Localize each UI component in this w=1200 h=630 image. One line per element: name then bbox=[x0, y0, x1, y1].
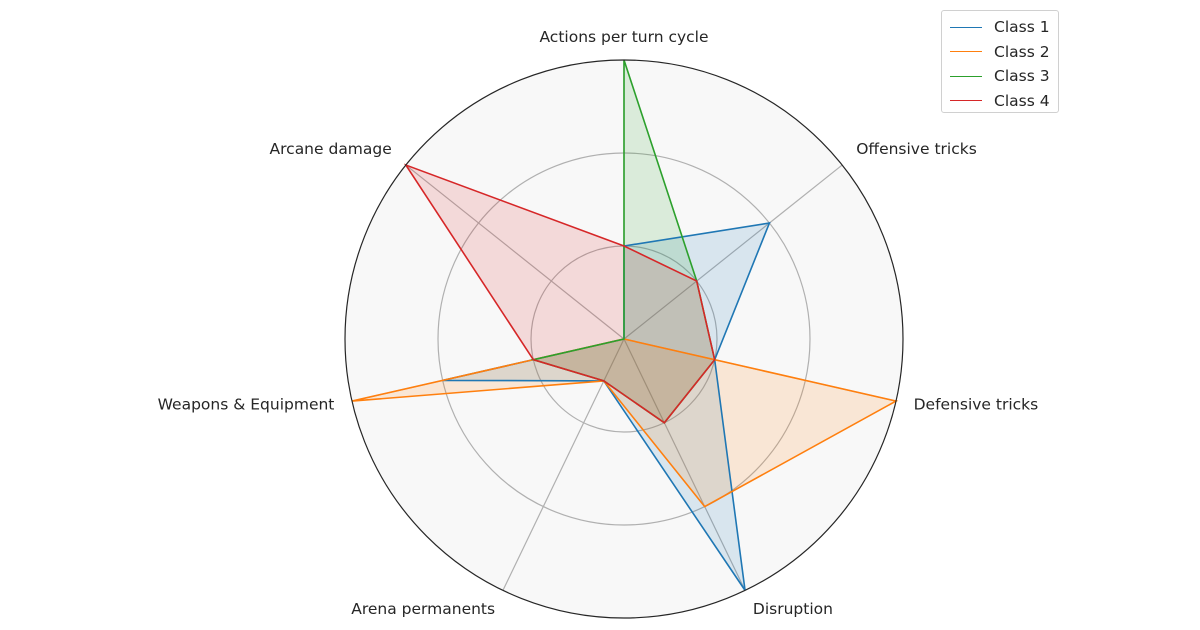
legend-label: Class 2 bbox=[994, 42, 1050, 61]
series-line-4 bbox=[403, 163, 716, 424]
legend: Class 1 Class 2 Class 3 Class 4 bbox=[941, 10, 1059, 113]
legend-swatch bbox=[950, 75, 982, 77]
legend-swatch bbox=[950, 100, 982, 102]
legend-label: Class 4 bbox=[994, 91, 1050, 110]
grid-spoke bbox=[623, 164, 843, 340]
legend-label: Class 3 bbox=[994, 67, 1050, 86]
series-line-2 bbox=[351, 338, 899, 508]
legend-item: Class 2 bbox=[942, 40, 1058, 65]
axis-label: Arena permanents bbox=[351, 600, 495, 618]
series-fill-4 bbox=[405, 165, 715, 423]
outer-frame bbox=[344, 59, 904, 619]
legend-swatch bbox=[950, 51, 982, 53]
legend-item: Class 3 bbox=[942, 64, 1058, 89]
grid-spoke bbox=[405, 164, 625, 340]
axis-label: Weapons & Equipment bbox=[158, 396, 335, 414]
axis-label: Arcane damage bbox=[270, 140, 392, 158]
legend-label: Class 1 bbox=[994, 18, 1050, 37]
series-fill-1 bbox=[442, 223, 770, 591]
axis-label: Disruption bbox=[753, 600, 833, 618]
grid-spoke bbox=[623, 338, 746, 591]
legend-item: Class 4 bbox=[942, 89, 1058, 114]
axis-label: Actions per turn cycle bbox=[539, 28, 708, 46]
axis-label: Offensive tricks bbox=[856, 140, 977, 158]
legend-item: Class 1 bbox=[942, 15, 1058, 40]
legend-swatch bbox=[950, 26, 982, 28]
axis-label: Defensive tricks bbox=[914, 396, 1039, 414]
